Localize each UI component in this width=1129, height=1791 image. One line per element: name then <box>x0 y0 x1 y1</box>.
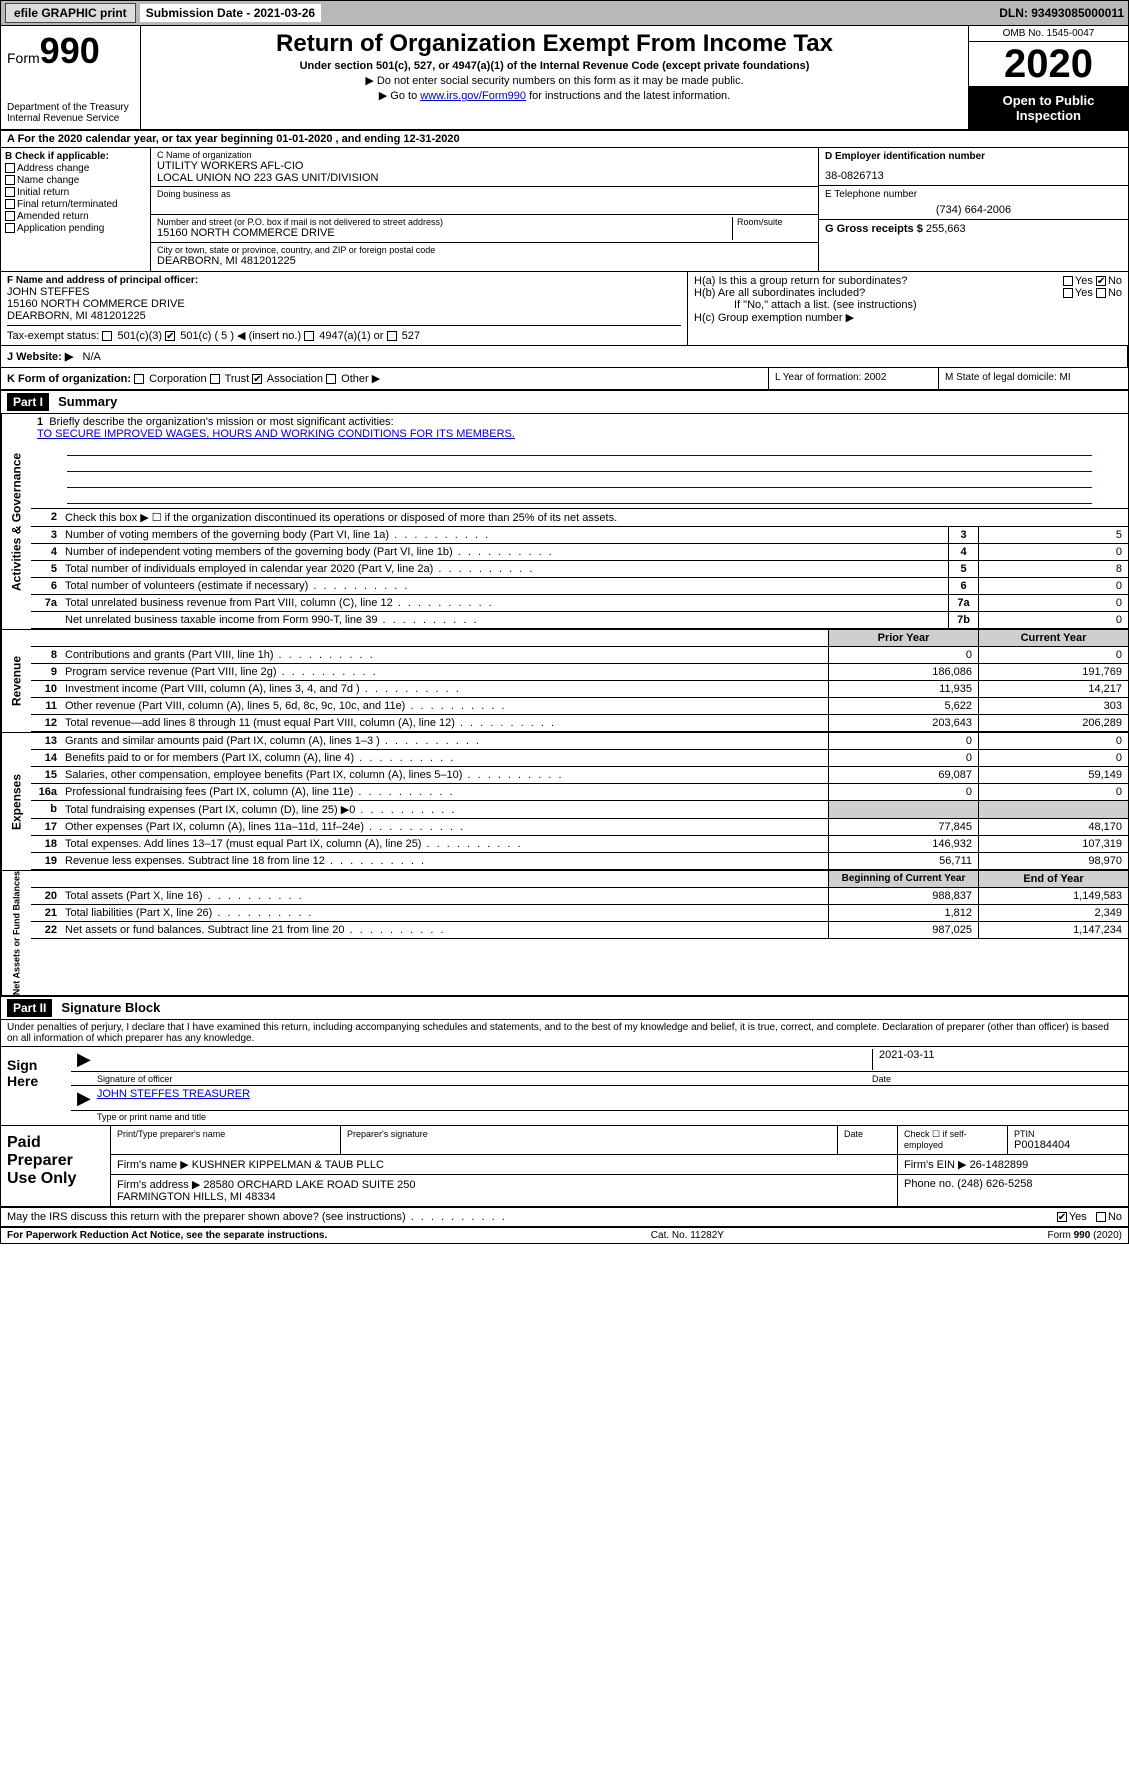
sig-date: 2021-03-11 <box>879 1049 1122 1061</box>
top-bar: efile GRAPHIC print Submission Date - 20… <box>0 0 1129 26</box>
submission-date: Submission Date - 2021-03-26 <box>140 4 321 22</box>
col-end-year: End of Year <box>978 871 1128 887</box>
paid-preparer-label: Paid Preparer Use Only <box>1 1126 111 1206</box>
col-prior-year: Prior Year <box>828 630 978 646</box>
firm-name: KUSHNER KIPPELMAN & TAUB PLLC <box>192 1159 384 1171</box>
part1-title: Summary <box>52 394 117 409</box>
summary-line: 4Number of independent voting members of… <box>31 544 1128 561</box>
sig-officer-label: Signature of officer <box>97 1074 872 1084</box>
dept-label: Department of the Treasury Internal Reve… <box>7 102 134 124</box>
table-row: 10Investment income (Part VIII, column (… <box>31 681 1128 698</box>
table-row: 20Total assets (Part X, line 16)988,8371… <box>31 888 1128 905</box>
table-row: 17Other expenses (Part IX, column (A), l… <box>31 819 1128 836</box>
summary-line: 6Total number of volunteers (estimate if… <box>31 578 1128 595</box>
omb-number: OMB No. 1545-0047 <box>969 26 1128 42</box>
firm-phone: (248) 626-5258 <box>957 1178 1032 1190</box>
dln: DLN: 93493085000011 <box>999 6 1124 20</box>
form-header: Form990 Department of the Treasury Inter… <box>1 26 1128 131</box>
table-row: 11Other revenue (Part VIII, column (A), … <box>31 698 1128 715</box>
summary-line: Net unrelated business taxable income fr… <box>31 612 1128 629</box>
col-begin-year: Beginning of Current Year <box>828 871 978 887</box>
box-i-tax-status: Tax-exempt status: 501(c)(3) 501(c) ( 5 … <box>7 325 681 342</box>
form-note-2: ▶ Go to www.irs.gov/Form990 for instruct… <box>149 89 960 102</box>
table-row: 21Total liabilities (Part X, line 26)1,8… <box>31 905 1128 922</box>
table-row: 12Total revenue—add lines 8 through 11 (… <box>31 715 1128 732</box>
efile-button[interactable]: efile GRAPHIC print <box>5 3 136 23</box>
footer-notice: For Paperwork Reduction Act Notice, see … <box>7 1230 327 1241</box>
sidelabel-netassets: Net Assets or Fund Balances <box>1 871 31 995</box>
discuss-row: May the IRS discuss this return with the… <box>1 1208 1128 1227</box>
form-number: Form990 <box>7 30 134 72</box>
mission-text: TO SECURE IMPROVED WAGES, HOURS AND WORK… <box>37 428 515 440</box>
summary-line: 3Number of voting members of the governi… <box>31 527 1128 544</box>
box-m-state: M State of legal domicile: MI <box>938 368 1128 389</box>
box-h: H(a) Is this a group return for subordin… <box>688 272 1128 345</box>
box-d: D Employer identification number 38-0826… <box>819 148 1128 186</box>
sidelabel-activities: Activities & Governance <box>1 414 31 629</box>
table-row: 18Total expenses. Add lines 13–17 (must … <box>31 836 1128 853</box>
part2-header: Part II <box>7 999 52 1017</box>
sig-date-label: Date <box>872 1074 1122 1084</box>
box-k-form-org: K Form of organization: Corporation Trus… <box>1 368 768 389</box>
table-row: bTotal fundraising expenses (Part IX, co… <box>31 801 1128 819</box>
instructions-link[interactable]: www.irs.gov/Form990 <box>420 90 526 102</box>
open-inspection: Open to Public Inspection <box>969 87 1128 129</box>
officer-name-title: JOHN STEFFES TREASURER <box>97 1088 250 1109</box>
q2-checkbox: Check this box ▶ ☐ if the organization d… <box>61 509 1128 526</box>
box-e: E Telephone number (734) 664-2006 <box>819 186 1128 220</box>
table-row: 14Benefits paid to or for members (Part … <box>31 750 1128 767</box>
summary-line: 5Total number of individuals employed in… <box>31 561 1128 578</box>
form-title: Return of Organization Exempt From Incom… <box>149 30 960 58</box>
sign-here-label: Sign Here <box>1 1047 71 1125</box>
box-g: G Gross receipts $ 255,663 <box>819 220 1128 238</box>
part2-title: Signature Block <box>55 1000 160 1015</box>
summary-line: 7aTotal unrelated business revenue from … <box>31 595 1128 612</box>
table-row: 8Contributions and grants (Part VIII, li… <box>31 647 1128 664</box>
box-c: C Name of organization UTILITY WORKERS A… <box>151 148 818 271</box>
col-current-year: Current Year <box>978 630 1128 646</box>
sidelabel-expenses: Expenses <box>1 733 31 870</box>
table-row: 19Revenue less expenses. Subtract line 1… <box>31 853 1128 870</box>
perjury-declaration: Under penalties of perjury, I declare th… <box>1 1020 1128 1047</box>
name-title-label: Type or print name and title <box>71 1111 1128 1125</box>
table-row: 22Net assets or fund balances. Subtract … <box>31 922 1128 939</box>
box-j-website: J Website: ▶ N/A <box>1 346 1128 367</box>
footer-catno: Cat. No. 11282Y <box>327 1230 1047 1241</box>
table-row: 9Program service revenue (Part VIII, lin… <box>31 664 1128 681</box>
table-row: 16aProfessional fundraising fees (Part I… <box>31 784 1128 801</box>
form-subtitle: Under section 501(c), 527, or 4947(a)(1)… <box>149 60 960 72</box>
tax-year: 2020 <box>969 42 1128 87</box>
form-note-1: ▶ Do not enter social security numbers o… <box>149 74 960 87</box>
firm-ein: 26-1482899 <box>970 1159 1029 1171</box>
sidelabel-revenue: Revenue <box>1 630 31 732</box>
box-f: F Name and address of principal officer:… <box>7 275 681 322</box>
line-a: A For the 2020 calendar year, or tax yea… <box>1 131 1128 148</box>
part1-header: Part I <box>7 393 49 411</box>
footer-form: Form 990 (2020) <box>1048 1230 1122 1241</box>
table-row: 15Salaries, other compensation, employee… <box>31 767 1128 784</box>
table-row: 13Grants and similar amounts paid (Part … <box>31 733 1128 750</box>
box-b: B Check if applicable: Address change Na… <box>1 148 151 271</box>
ptin: P00184404 <box>1014 1139 1122 1151</box>
box-l-year: L Year of formation: 2002 <box>768 368 938 389</box>
q1-mission: 1 Briefly describe the organization's mi… <box>31 414 1128 508</box>
